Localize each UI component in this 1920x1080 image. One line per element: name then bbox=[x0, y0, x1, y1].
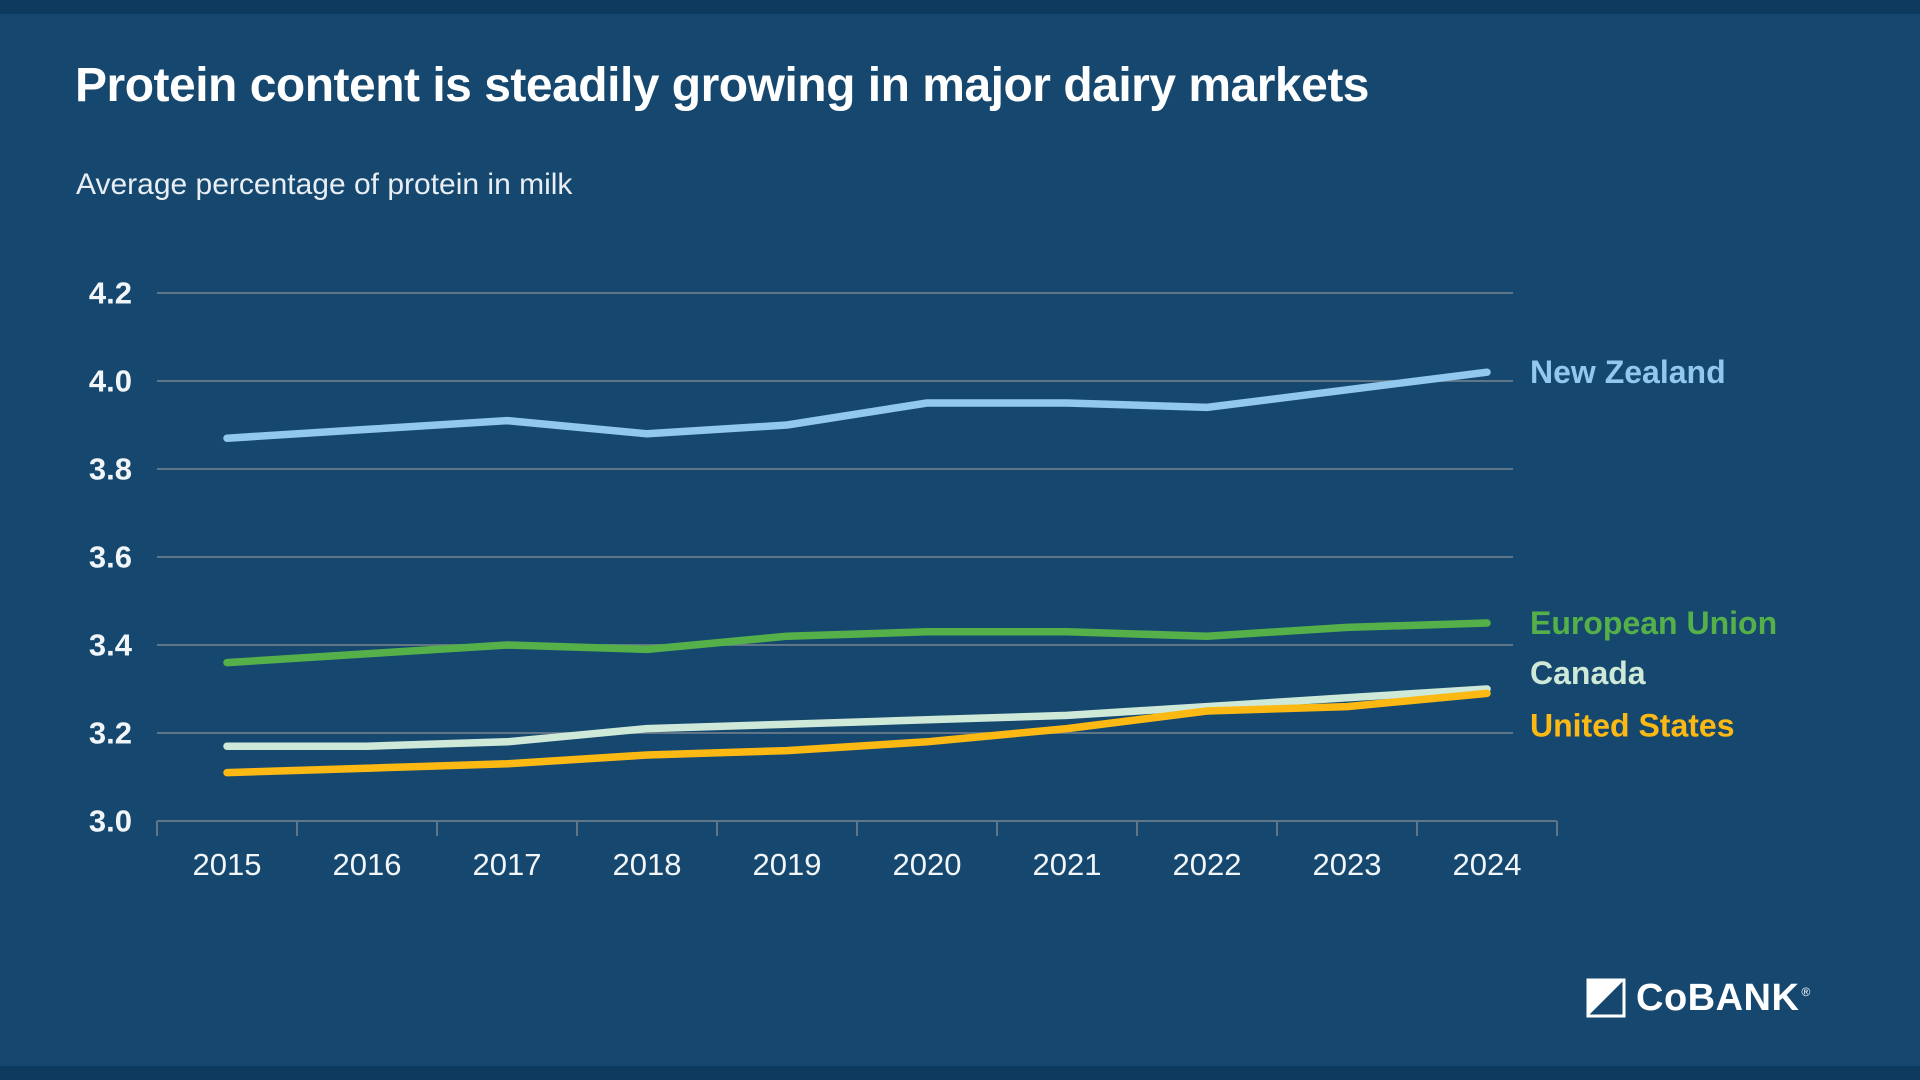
bottom-edge-band bbox=[0, 1066, 1920, 1080]
series-label-united-states: United States bbox=[1530, 707, 1734, 743]
x-axis-label-2021: 2021 bbox=[1033, 847, 1102, 882]
series-label-canada: Canada bbox=[1530, 655, 1646, 691]
x-axis-label-2024: 2024 bbox=[1453, 847, 1522, 882]
x-axis-label-2018: 2018 bbox=[613, 847, 682, 882]
y-axis-label-3.0: 3.0 bbox=[89, 804, 132, 839]
series-line-united-states bbox=[223, 689, 1491, 777]
series-line-european-union bbox=[223, 619, 1491, 667]
chart-subtitle: Average percentage of protein in milk bbox=[76, 168, 573, 201]
y-axis-label-3.2: 3.2 bbox=[89, 716, 132, 751]
y-axis-label-4.0: 4.0 bbox=[89, 364, 132, 399]
series-label-new-zealand: New Zealand bbox=[1530, 354, 1726, 390]
y-axis-label-4.2: 4.2 bbox=[89, 276, 132, 311]
y-axis-label-3.4: 3.4 bbox=[89, 628, 133, 663]
x-axis-label-2022: 2022 bbox=[1173, 847, 1242, 882]
y-axis-label-3.6: 3.6 bbox=[89, 540, 132, 575]
x-axis-label-2023: 2023 bbox=[1313, 847, 1382, 882]
x-axis-label-2019: 2019 bbox=[753, 847, 822, 882]
series-line-new-zealand bbox=[223, 368, 1491, 442]
x-axis-label-2015: 2015 bbox=[193, 847, 262, 882]
x-axis-label-2017: 2017 bbox=[473, 847, 542, 882]
x-axis-label-2016: 2016 bbox=[333, 847, 402, 882]
registered-mark: ® bbox=[1801, 985, 1811, 1000]
cobank-logo-icon bbox=[1586, 978, 1626, 1018]
cobank-logo-text: CoBANK ® bbox=[1636, 977, 1811, 1019]
cobank-logo: CoBANK ® bbox=[1586, 978, 1811, 1018]
page-title: Protein content is steadily growing in m… bbox=[75, 59, 1370, 112]
series-line-canada bbox=[223, 685, 1491, 750]
series-label-european-union: European Union bbox=[1530, 605, 1777, 641]
top-edge-band bbox=[0, 0, 1920, 14]
y-axis-label-3.8: 3.8 bbox=[89, 452, 132, 487]
x-axis-label-2020: 2020 bbox=[893, 847, 962, 882]
